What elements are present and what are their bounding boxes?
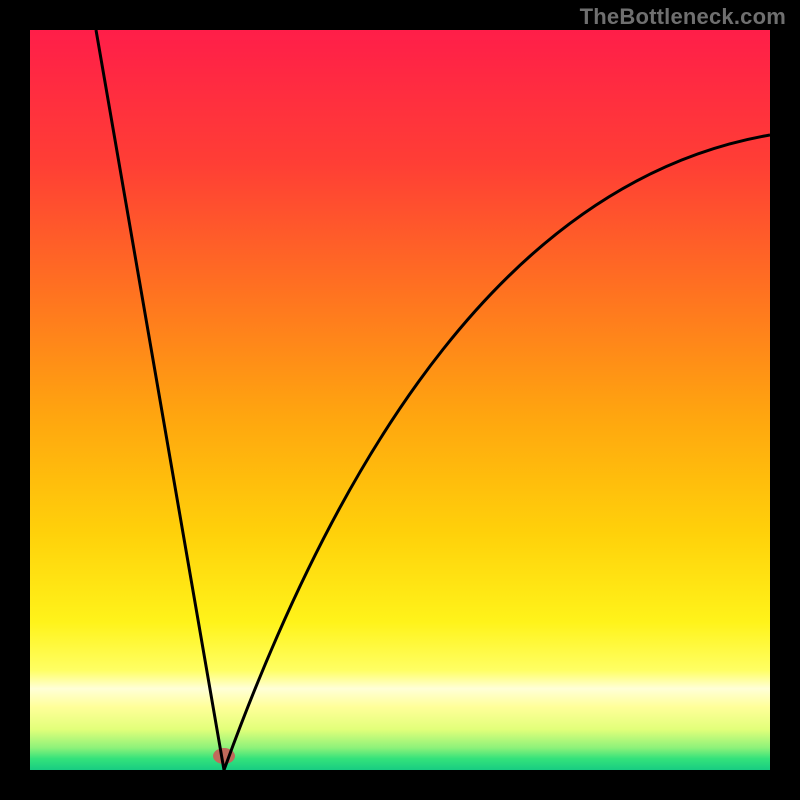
bottleneck-curve	[96, 30, 770, 770]
curve-layer	[30, 30, 770, 770]
chart-container: TheBottleneck.com	[0, 0, 800, 800]
plot-area	[30, 30, 770, 770]
watermark-text: TheBottleneck.com	[580, 4, 786, 30]
